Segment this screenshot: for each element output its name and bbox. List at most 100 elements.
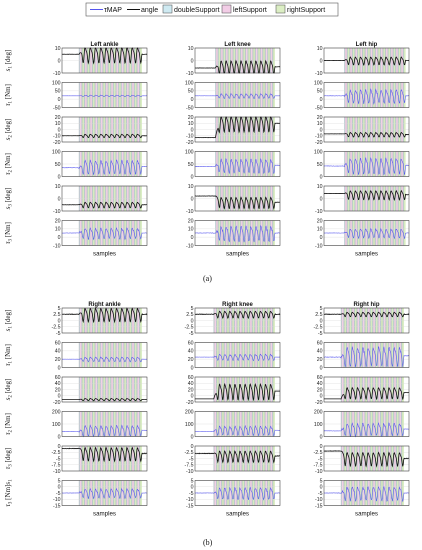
phase-band-rightSupport xyxy=(344,342,347,368)
y-tick-label: -5 xyxy=(56,331,61,337)
phase-band-leftSupport xyxy=(370,220,373,246)
phase-band-doubleSupport xyxy=(128,342,130,368)
panel-frame xyxy=(194,445,281,472)
y-tick-label: 0 xyxy=(191,365,194,371)
phase-band-rightSupport xyxy=(243,82,246,108)
y-tick-label: -10 xyxy=(186,134,194,140)
y-tick-label: 0 xyxy=(58,318,61,324)
y-tick-label: 0 xyxy=(58,485,61,491)
panel-title: Left ankle xyxy=(90,42,119,48)
tau-series-line xyxy=(323,157,410,176)
legend-left-label: leftSupport xyxy=(233,7,267,14)
phase-band-doubleSupport xyxy=(235,220,236,246)
y-tick-label: -20 xyxy=(186,140,194,146)
phase-band-leftSupport xyxy=(270,220,273,246)
y-tick-label: 10 xyxy=(317,227,323,233)
tau-series-line xyxy=(323,346,410,368)
phase-band-doubleSupport xyxy=(110,82,112,108)
y-tick-label: 20 xyxy=(55,218,61,224)
phase-band-doubleSupport xyxy=(136,342,138,368)
phase-band-leftSupport xyxy=(255,342,258,368)
phase-band-rightSupport xyxy=(139,82,142,108)
phase-band-doubleSupport xyxy=(395,220,397,246)
phase-band-leftSupport xyxy=(79,342,82,368)
y-tick-label: 0 xyxy=(58,365,61,371)
phase-band-doubleSupport xyxy=(81,82,83,108)
y-tick-label: 0 xyxy=(320,235,323,241)
phase-band-leftSupport xyxy=(230,82,233,108)
phase-band-rightSupport xyxy=(352,82,355,108)
y-tick-label: 60 xyxy=(317,375,323,381)
phase-band-rightSupport xyxy=(253,82,256,108)
phase-band-rightSupport xyxy=(378,82,381,108)
phase-band-leftSupport xyxy=(357,342,360,368)
y-tick-label: 0 xyxy=(191,444,194,450)
phase-band-rightSupport xyxy=(252,342,255,368)
phase-band-doubleSupport xyxy=(382,82,384,108)
phase-band-doubleSupport xyxy=(367,342,368,368)
y-tick-label: 0 xyxy=(58,235,61,241)
phase-band-leftSupport xyxy=(378,342,381,368)
y-tick-label: 0 xyxy=(320,97,323,103)
y-tick-label: 5 xyxy=(191,478,194,484)
y-tick-label: -5 xyxy=(189,456,194,462)
y-tick-label: 2.5 xyxy=(186,312,193,318)
phase-band-leftSupport xyxy=(229,342,232,368)
phase-band-doubleSupport xyxy=(385,220,386,246)
y-axis-label: τ2 [Nm] xyxy=(4,413,14,435)
phase-band-doubleSupport xyxy=(230,220,231,246)
phase-band-doubleSupport xyxy=(377,82,379,108)
y-tick-label: 0 xyxy=(58,444,61,450)
phase-band-leftSupport xyxy=(365,220,368,246)
phase-band-rightSupport xyxy=(124,220,127,246)
phase-band-leftSupport xyxy=(100,220,103,246)
panel-frame xyxy=(194,185,281,212)
phase-band-rightSupport xyxy=(82,82,85,108)
tau-series-line xyxy=(61,94,148,98)
panel-frame xyxy=(194,82,281,108)
y-tick-label: 40 xyxy=(317,349,323,355)
y-tick-label: 200 xyxy=(52,409,61,415)
y-tick-label: 20 xyxy=(317,218,323,224)
phase-band-doubleSupport xyxy=(397,82,399,108)
y-axis-label: τ3 [Nm]s1 xyxy=(4,479,14,507)
phase-band-doubleSupport xyxy=(92,82,93,108)
phase-band-rightSupport xyxy=(349,342,352,368)
phase-band-doubleSupport xyxy=(102,342,104,368)
panel-frame xyxy=(323,307,410,334)
phase-band-doubleSupport xyxy=(232,82,234,108)
phase-band-rightSupport xyxy=(403,82,406,108)
phase-band-doubleSupport xyxy=(115,82,117,108)
phase-band-doubleSupport xyxy=(392,82,394,108)
phase-band-rightSupport xyxy=(108,82,111,108)
y-tick-label: 60 xyxy=(55,340,61,346)
y-tick-label: 0 xyxy=(320,318,323,324)
y-tick-label: 0 xyxy=(320,174,323,180)
phase-band-rightSupport xyxy=(118,220,121,246)
y-tick-label: 100 xyxy=(314,80,323,86)
phase-band-doubleSupport xyxy=(390,220,391,246)
y-tick-label: 0 xyxy=(191,394,194,400)
phase-band-doubleSupport xyxy=(346,342,347,368)
phase-band-rightSupport xyxy=(388,82,391,108)
phase-band-leftSupport xyxy=(250,220,253,246)
phase-band-doubleSupport xyxy=(242,82,244,108)
y-tick-label: 10 xyxy=(317,46,323,52)
phase-band-doubleSupport xyxy=(139,342,140,368)
phase-band-doubleSupport xyxy=(372,342,374,368)
panel-frame xyxy=(61,220,148,246)
phase-band-leftSupport xyxy=(388,342,391,368)
y-tick-label: -10 xyxy=(315,469,323,475)
phase-band-rightSupport xyxy=(118,82,121,108)
phase-band-doubleSupport xyxy=(120,220,122,246)
y-tick-label: -15 xyxy=(53,503,61,509)
y-tick-label: 100 xyxy=(314,422,323,428)
phase-band-rightSupport xyxy=(263,82,265,108)
panel-frame xyxy=(194,342,281,368)
panel-frame xyxy=(323,445,410,472)
phase-band-doubleSupport xyxy=(131,342,133,368)
phase-band-doubleSupport xyxy=(262,342,263,368)
